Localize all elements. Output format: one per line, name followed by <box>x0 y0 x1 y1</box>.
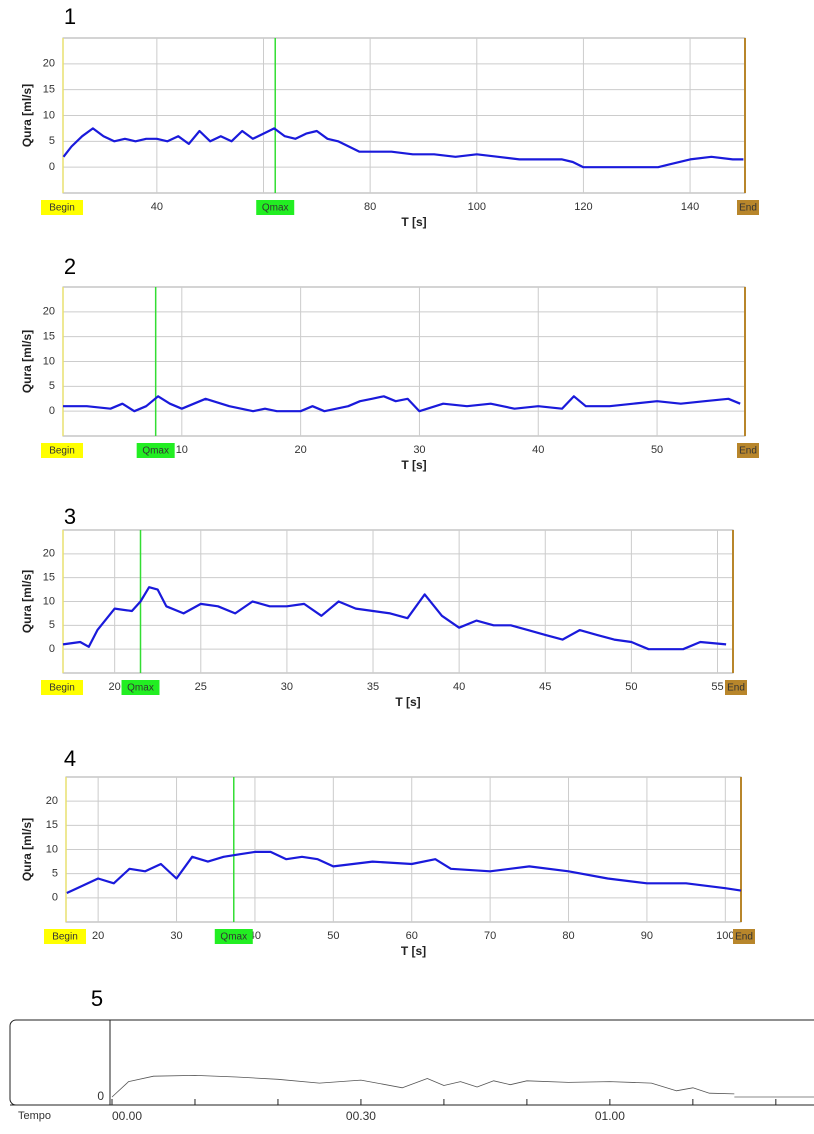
x-tick-label: 50 <box>625 681 637 693</box>
y-tick-label: 5 <box>52 868 58 880</box>
y-axis-label: Qura [ml/s] <box>20 818 34 881</box>
panel-number: 4 <box>64 746 76 771</box>
panel-number: 5 <box>91 986 103 1011</box>
x-axis-label: T [s] <box>401 944 426 958</box>
data-line <box>62 127 744 169</box>
x-tick-label: 30 <box>281 681 293 693</box>
marker-box <box>737 443 759 458</box>
data-line <box>63 395 741 413</box>
data-line <box>111 1075 735 1098</box>
marker-box <box>136 443 175 458</box>
x-tick-label: 40 <box>151 201 163 213</box>
marker-label: Qmax <box>142 446 169 457</box>
x-tick-label: 10 <box>176 444 188 456</box>
x-tick-label: 50 <box>651 444 663 456</box>
y-tick-label: 20 <box>43 306 55 318</box>
y-tick-label: 10 <box>46 843 58 855</box>
marker-label: Begin <box>49 203 75 214</box>
y-tick-label: 10 <box>43 595 55 607</box>
x-tick-label: 35 <box>367 681 379 693</box>
y-tick-label: 20 <box>43 548 55 560</box>
x-axis-label: T [s] <box>401 215 426 229</box>
y-axis-label: Qura [ml/s] <box>20 84 34 147</box>
marker-label: End <box>727 683 745 694</box>
y-tick-label: 0 <box>52 892 58 904</box>
x-tick-label: 55 <box>711 681 723 693</box>
marker-label: Qmax <box>220 932 247 943</box>
marker-label: End <box>739 203 757 214</box>
x-tick-label: 120 <box>574 201 592 213</box>
panel-number: 2 <box>64 254 76 279</box>
marker-box <box>725 680 747 695</box>
marker-box <box>121 680 160 695</box>
x-tick-label: 20 <box>92 930 104 942</box>
y-tick-label: 15 <box>43 331 55 343</box>
x-tick-label: 80 <box>364 201 376 213</box>
marker-label: Begin <box>49 683 75 694</box>
marker-box <box>214 929 253 944</box>
x-tick-label: 00.30 <box>346 1109 376 1123</box>
marker-label: Qmax <box>262 203 289 214</box>
marker-label: Qmax <box>127 683 154 694</box>
x-tick-label: 70 <box>484 930 496 942</box>
x-tick-label: 100 <box>716 930 734 942</box>
x-tick-label: 20 <box>109 681 121 693</box>
x-tick-label: 30 <box>170 930 182 942</box>
trace-frame <box>9 1019 814 1106</box>
x-tick-label: 25 <box>195 681 207 693</box>
x-tick-label: 45 <box>539 681 551 693</box>
y-tick-label: 5 <box>49 135 55 147</box>
marker-label: End <box>735 932 753 943</box>
y-tick-label: 20 <box>46 795 58 807</box>
y-tick-label: 15 <box>46 819 58 831</box>
x-tick-label: 80 <box>562 930 574 942</box>
marker-box <box>41 200 83 215</box>
marker-label: Begin <box>49 446 75 457</box>
x-tick-label: 40 <box>532 444 544 456</box>
y-tick-label: 0 <box>49 161 55 173</box>
marker-box <box>41 443 83 458</box>
data-line <box>62 586 727 651</box>
y-tick-label: 15 <box>43 84 55 96</box>
panel-number: 3 <box>64 504 76 529</box>
marker-label: Begin <box>52 932 78 943</box>
y-tick-label: 5 <box>49 380 55 392</box>
y-tick-label: 0 <box>49 643 55 655</box>
data-line <box>66 850 742 894</box>
y-tick-label: 10 <box>43 109 55 121</box>
y-tick-label: 5 <box>49 619 55 631</box>
x-tick-label: 140 <box>681 201 699 213</box>
x-tick-label: 30 <box>413 444 425 456</box>
x-axis-label: Tempo <box>18 1110 51 1122</box>
x-tick-label: 100 <box>468 201 486 213</box>
marker-box <box>737 200 759 215</box>
x-tick-label: 01.00 <box>595 1109 625 1123</box>
marker-box <box>256 200 295 215</box>
x-tick-label: 50 <box>327 930 339 942</box>
x-tick-label: 60 <box>406 930 418 942</box>
y-axis-label: Qura [ml/s] <box>20 570 34 633</box>
y-tick-label: 15 <box>43 572 55 584</box>
marker-box <box>41 680 83 695</box>
x-tick-label: 20 <box>295 444 307 456</box>
x-tick-label: 40 <box>453 681 465 693</box>
y-axis-label: Qura [ml/s] <box>20 330 34 393</box>
marker-box <box>44 929 86 944</box>
y-tick-label: 20 <box>43 58 55 70</box>
y-tick-label: 0 <box>97 1089 104 1103</box>
y-tick-label: 0 <box>49 405 55 417</box>
y-tick-label: 10 <box>43 355 55 367</box>
panel-number: 1 <box>64 4 76 29</box>
x-tick-label: 90 <box>641 930 653 942</box>
marker-label: End <box>739 446 757 457</box>
x-tick-label: 00.00 <box>112 1109 142 1123</box>
marker-box <box>733 929 755 944</box>
x-axis-label: T [s] <box>395 695 420 709</box>
x-axis-label: T [s] <box>401 458 426 472</box>
